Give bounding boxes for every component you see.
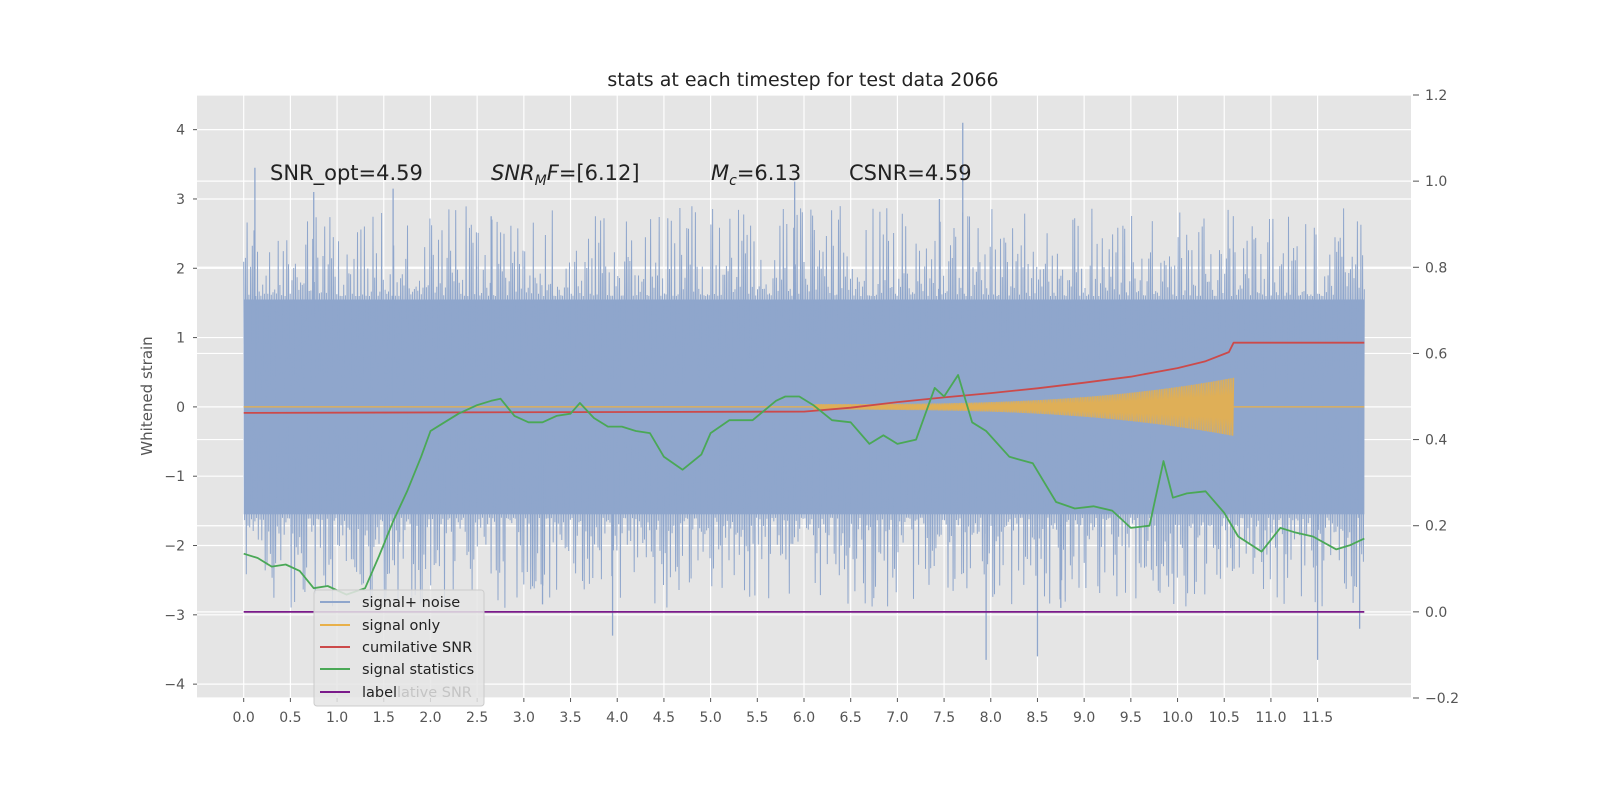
series-signal-only — [243, 377, 1365, 436]
x-tick-label: 4.0 — [606, 710, 628, 726]
x-tick-label: 5.5 — [746, 710, 768, 726]
x-tick-label: 9.5 — [1120, 710, 1142, 726]
y-tick-label: 2 — [176, 261, 185, 277]
csnr-line — [243, 341, 1365, 414]
legend: lative SNR signal+ noise signal only cum… — [313, 589, 485, 707]
series-cumilative-snr — [243, 341, 1365, 414]
y-tick-label: 3 — [176, 192, 185, 208]
annotation-snr-mf: SNRMF=[6.12] — [491, 161, 640, 189]
legend-label-csnr: cumilative SNR — [362, 640, 472, 656]
y2-tick-label: 1.0 — [1425, 174, 1447, 190]
x-tick-label: 8.0 — [980, 710, 1002, 726]
annotation-snr-mf-main: SNR — [491, 161, 535, 185]
y2-tick-label: 0.8 — [1425, 260, 1447, 276]
y2-tick-label: 0.4 — [1425, 433, 1447, 449]
legend-ghost-text: lative SNR — [397, 685, 472, 701]
x-tick-label: 10.5 — [1209, 710, 1240, 726]
y-axis-right: 1.2 1.0 0.8 0.6 0.4 0.2 0.0 −0.2 — [1413, 88, 1459, 707]
y-tick-label: −1 — [164, 469, 185, 485]
annotation-mc-sub: c — [729, 173, 737, 189]
y-tick-label: 4 — [176, 123, 185, 139]
annotation-csnr: CSNR=4.59 — [849, 161, 972, 185]
y-axis-label: Whitened strain — [138, 336, 156, 455]
annotation-mc: Mc=6.13 — [711, 161, 801, 189]
y2-tick-label: −0.2 — [1425, 691, 1459, 707]
x-tick-label: 7.5 — [933, 710, 955, 726]
x-tick-label: 1.5 — [373, 710, 395, 726]
legend-label-label: label — [362, 685, 397, 701]
x-tick-label: 11.5 — [1302, 710, 1333, 726]
y-tick-label: 1 — [176, 331, 185, 347]
y2-tick-label: 0.0 — [1425, 605, 1447, 621]
y-tick-label: −4 — [164, 677, 185, 693]
annotation-mc-value: =6.13 — [737, 161, 801, 185]
x-tick-label: 0.5 — [279, 710, 301, 726]
y2-tick-label: 0.2 — [1425, 519, 1447, 535]
noise-trace — [243, 206, 1365, 608]
x-tick-label: 0.0 — [233, 710, 255, 726]
series-signal-statistics — [243, 374, 1365, 596]
x-tick-label: 4.5 — [653, 710, 675, 726]
stats-line — [243, 374, 1365, 596]
y-tick-label: −2 — [164, 539, 185, 555]
y-tick-label: 0 — [176, 400, 185, 416]
annotation-mc-main: M — [711, 161, 729, 185]
y-axis-left: 4 3 2 1 0 −1 −2 −3 −4 — [164, 123, 197, 693]
x-tick-label: 7.0 — [886, 710, 908, 726]
signal-chirp — [812, 377, 1235, 436]
x-tick-label: 10.0 — [1162, 710, 1193, 726]
x-tick-label: 6.0 — [793, 710, 815, 726]
legend-label-signal: signal only — [362, 618, 441, 634]
legend-label-noise: signal+ noise — [362, 595, 460, 611]
y2-tick-label: 0.6 — [1425, 346, 1447, 362]
y2-tick-label: 1.2 — [1425, 88, 1447, 104]
x-tick-label: 1.0 — [326, 710, 348, 726]
x-tick-label: 3.0 — [513, 710, 535, 726]
x-tick-label: 2.0 — [419, 710, 441, 726]
x-tick-label: 8.5 — [1026, 710, 1048, 726]
annotation-snr-mf-sub: M — [535, 173, 547, 189]
x-tick-label: 11.0 — [1255, 710, 1286, 726]
annotation-snr-mf-tail: F — [547, 161, 560, 185]
annotation-snr-opt: SNR_opt=4.59 — [270, 161, 423, 186]
x-tick-label: 9.0 — [1073, 710, 1095, 726]
x-tick-label: 2.5 — [466, 710, 488, 726]
x-axis: 0.0 0.5 1.0 1.5 2.0 2.5 3.0 3.5 4.0 4.5 5.0 5.5 6.0 6… — [233, 698, 1333, 726]
x-tick-label: 6.5 — [840, 710, 862, 726]
annotation-snr-mf-value: =[6.12] — [559, 161, 640, 185]
x-tick-label: 5.0 — [699, 710, 721, 726]
x-tick-label: 3.5 — [559, 710, 581, 726]
legend-label-stats: signal statistics — [362, 662, 474, 678]
chart-title: stats at each timestep for test data 206… — [607, 69, 998, 91]
y-tick-label: −3 — [164, 608, 185, 624]
legend-box — [313, 589, 485, 707]
